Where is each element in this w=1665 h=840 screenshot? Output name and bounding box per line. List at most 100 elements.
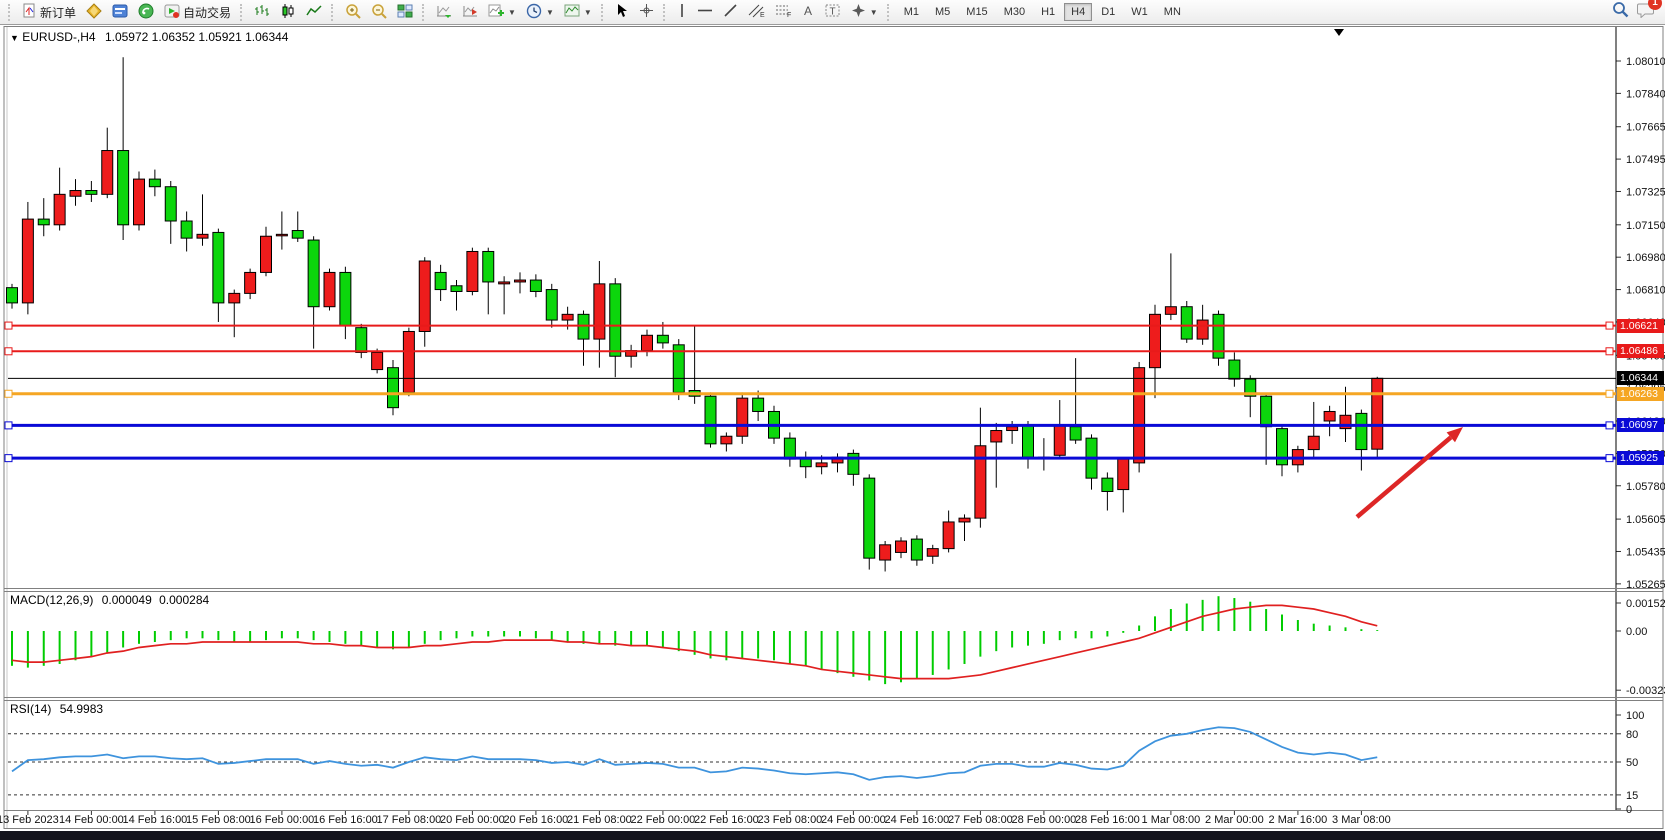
new-order-label: 新订单 [40,5,77,20]
trendline-icon [723,3,738,21]
line-handle[interactable] [1605,347,1614,356]
candle-body [387,367,399,409]
indicators-button[interactable]: ▼ [483,1,521,24]
svg-text:1.07495: 1.07495 [1626,154,1665,166]
candle-body [133,178,145,226]
text-button[interactable]: A [797,1,820,24]
candle-body [1244,378,1257,397]
tf-m1-button[interactable]: M1 [903,6,919,18]
chart-shift-marker[interactable] [1334,29,1344,36]
periods-button[interactable]: ▼ [521,1,559,24]
trendline-button[interactable] [718,1,743,24]
svg-text:50: 50 [1626,757,1638,769]
tile-windows-button[interactable] [392,1,418,24]
candle-body [910,538,923,561]
bar-chart-button[interactable] [249,1,275,24]
candle-body [164,186,177,222]
resistance-line-2[interactable] [4,347,1616,356]
svg-text:1.06980: 1.06980 [1626,252,1665,264]
equidistant-channel-button[interactable]: E [743,1,770,24]
taskbar-strip [0,831,1665,840]
support-line-blue-2[interactable] [4,454,1616,463]
support-line-blue-1[interactable] [4,421,1616,430]
candle-body [815,462,828,468]
chat-button[interactable]: 1 [1637,0,1662,23]
blue-panel-icon [112,3,128,22]
toolbar-grip [240,3,245,21]
svg-text:22 Feb 16:00: 22 Feb 16:00 [694,814,759,826]
new-order-button[interactable]: 新订单 [17,1,81,24]
tf-d1-button[interactable]: D1 [1101,6,1116,18]
auto-scroll-button[interactable] [431,1,457,24]
zoom-out-button[interactable] [366,1,392,24]
candle-body [863,477,876,559]
cursor-button[interactable] [610,1,634,24]
tf-h1-button[interactable]: H1 [1041,6,1056,18]
line-handle[interactable] [1605,454,1614,463]
candle-body [53,193,66,226]
candle-body [6,287,18,304]
fibonacci-button[interactable]: F [770,1,797,24]
macd-name: MACD(12,26,9) [10,593,94,607]
line-handle[interactable] [4,347,13,356]
line-handle[interactable] [1605,389,1614,398]
tf-h4-button[interactable]: H4 [1064,3,1093,21]
rsi-panel[interactable]: 100 80 50 15 0 [8,710,1644,816]
rsi-value: 54.9983 [59,702,104,716]
candle-body [656,334,669,344]
horizontal-line-button[interactable] [692,1,718,24]
tf-m5-button[interactable]: M5 [935,6,951,18]
chart-shift-button[interactable] [457,1,483,24]
line-handle[interactable] [4,454,13,463]
candle-body [752,397,765,412]
text-label-button[interactable]: T [820,1,846,24]
svg-text:24 Feb 16:00: 24 Feb 16:00 [884,814,949,826]
resistance-line-1[interactable] [4,321,1616,330]
line-handle[interactable] [4,421,13,430]
quick-trade-arrow-icon[interactable]: ▼ [10,33,19,43]
zoom-in-button[interactable] [340,1,366,24]
svg-text:2 Mar 00:00: 2 Mar 00:00 [1205,814,1264,826]
vertical-line-button[interactable] [672,1,692,24]
arrows-button[interactable]: ▼ [846,1,883,24]
candle-body [196,233,209,239]
support-line-blue-1-tag: 1.06097 [1617,418,1664,433]
line-handle[interactable] [4,389,13,398]
tf-mn-button[interactable]: MN [1163,6,1181,18]
auto-trading-button[interactable]: 自动交易 [159,1,236,24]
support-line-orange[interactable] [4,389,1616,398]
chevron-down-icon: ▼ [508,7,516,17]
candle-body [1006,426,1019,432]
candle-body [1323,410,1336,422]
svg-text:2 Mar 16:00: 2 Mar 16:00 [1269,814,1328,826]
signals-button[interactable] [133,1,159,24]
toolbar-grip [600,3,606,21]
candle-body [498,281,511,285]
line-chart-button[interactable] [301,1,327,24]
line-handle[interactable] [1605,421,1614,430]
svg-text:100: 100 [1626,710,1644,722]
tf-w1-button[interactable]: W1 [1131,6,1148,18]
macd-indicator-label: MACD(12,26,9) 0.000049 0.000284 [10,593,209,607]
toolbar: 新订单 自动交易 [0,0,1665,25]
search-icon[interactable] [1612,1,1629,23]
candle-body [1149,313,1161,369]
trend-arrow[interactable] [1355,427,1463,519]
line-handle[interactable] [4,321,13,330]
tf-m30-button[interactable]: M30 [1003,6,1026,18]
rsi-name: RSI(14) [10,702,52,716]
templates-button[interactable]: ▼ [559,1,597,24]
tf-m15-button[interactable]: M15 [966,6,988,18]
metaeditor-button[interactable] [81,1,107,24]
data-window-button[interactable] [107,1,133,24]
macd-panel[interactable]: 0.001529 0.00 -0.003232 [11,596,1665,697]
candle-body [545,289,558,321]
candlestick-button[interactable] [275,1,301,24]
line-handle[interactable] [1605,321,1614,330]
toolbar-grip [331,3,336,21]
candle-body [1069,426,1082,441]
auto-trading-icon [164,3,180,22]
crosshair-button[interactable] [634,1,659,24]
